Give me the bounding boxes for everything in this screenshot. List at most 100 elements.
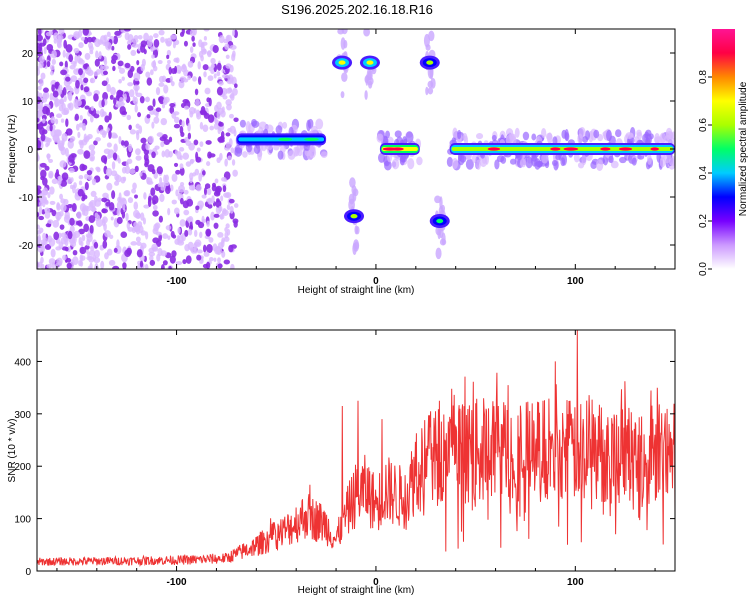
heatmap-halo-blob (251, 120, 260, 128)
heatmap-halo-blob (245, 120, 251, 133)
heatmap-halo-blob (277, 150, 284, 160)
heatmap-noise-blob (58, 145, 65, 152)
heatmap-noise-blob (38, 43, 43, 52)
heatmap-noise-blob (205, 161, 211, 167)
heatmap-noise-blob (213, 222, 219, 229)
heatmap-noise-blob (231, 29, 236, 37)
heatmap-noise-blob (75, 79, 80, 89)
heatmap-noise-blob (80, 36, 85, 41)
heatmap-noise-blob (78, 57, 84, 64)
heatmap-noise-blob (178, 80, 185, 89)
heatmap-noise-blob (216, 101, 222, 110)
heatmap-noise-blob (57, 260, 63, 267)
heatmap-noise-blob (134, 165, 139, 173)
heatmap-noise-blob (211, 195, 215, 204)
heatmap-noise-blob (48, 173, 53, 179)
heatmap-noise-blob (102, 65, 109, 70)
heatmap-noise-blob (206, 229, 211, 237)
heatmap-noise-blob (214, 178, 219, 184)
heatmap-noise-blob (230, 147, 234, 154)
heatmap-noise-blob (125, 212, 129, 222)
heatmap-halo-blob (608, 155, 614, 164)
heatmap-halo-blob (494, 159, 500, 170)
heatmap-noise-blob (69, 225, 75, 234)
heatmap-noise-blob (175, 189, 179, 197)
heatmap-noise-blob (196, 249, 203, 254)
heatmap-noise-blob (49, 200, 56, 206)
heatmap-noise-blob (120, 140, 125, 146)
heatmap-noise-blob (158, 75, 165, 83)
heatmap-noise-blob (149, 255, 154, 262)
heatmap-noise-blob (220, 131, 225, 139)
heatmap-noise-blob (149, 46, 157, 51)
heatmap-noise-blob (183, 189, 189, 195)
heatmap-noise-blob (58, 232, 62, 239)
heatmap-noise-blob (182, 152, 190, 160)
heatmap-noise-blob (118, 67, 126, 74)
heatmap-noise-blob (54, 98, 59, 108)
heatmap-noise-blob (86, 239, 91, 247)
heatmap-noise-blob (233, 220, 238, 228)
heatmap-noise-blob (38, 201, 44, 207)
heatmap-noise-blob (94, 212, 99, 219)
heatmap-noise-blob (169, 106, 175, 115)
heatmap-halo-blob (505, 134, 513, 146)
heatmap-noise-blob (105, 201, 111, 207)
heatmap-noise-blob (189, 172, 194, 181)
heatmap-noise-blob (146, 114, 151, 119)
heatmap-noise-blob (127, 69, 134, 79)
heatmap-band-peak (550, 147, 561, 151)
heatmap-noise-blob (207, 75, 214, 82)
heatmap-halo-blob (457, 129, 462, 140)
heatmap-noise-blob (205, 140, 212, 145)
heatmap-noise-blob (166, 54, 170, 60)
heatmap-halo-blob (648, 133, 654, 140)
heatmap-noise-blob (199, 121, 204, 130)
heatmap-noise-blob (47, 219, 54, 224)
heatmap-noise-blob (89, 115, 94, 123)
heatmap-noise-blob (56, 113, 63, 119)
heatmap-spot-halo (352, 192, 357, 202)
heatmap-noise-blob (185, 161, 192, 167)
heatmap-noise-blob (84, 181, 89, 191)
heatmap-noise-blob (114, 180, 120, 186)
heatmap-noise-blob (56, 39, 62, 48)
heatmap-noise-blob (39, 162, 47, 168)
heatmap-noise-blob (97, 197, 102, 202)
heatmap-noise-blob (67, 230, 73, 240)
heatmap-halo-blob (394, 130, 402, 138)
heatmap-noise-blob (215, 187, 221, 196)
heatmap-noise-blob (37, 65, 40, 72)
heatmap-noise-blob (163, 84, 169, 94)
heatmap-noise-blob (187, 132, 192, 140)
heatmap-noise-blob (100, 260, 105, 269)
heatmap-y-tick-label: 20 (22, 49, 34, 60)
heatmap-noise-blob (199, 231, 203, 239)
heatmap-noise-blob (130, 241, 138, 246)
heatmap-noise-blob (134, 194, 138, 199)
heatmap-noise-blob (129, 168, 136, 175)
heatmap-noise-blob (88, 42, 94, 49)
heatmap-noise-blob (94, 58, 100, 67)
heatmap-spot-halo (352, 242, 357, 255)
heatmap-noise-blob (89, 78, 94, 84)
heatmap-noise-blob (183, 105, 190, 110)
heatmap-noise-blob (144, 157, 150, 166)
heatmap-noise-blob (227, 75, 232, 81)
heatmap-noise-blob (56, 202, 60, 210)
heatmap-halo-blob (407, 158, 415, 170)
heatmap-noise-blob (147, 105, 154, 112)
heatmap-noise-blob (49, 186, 55, 195)
heatmap-noise-blob (175, 64, 182, 74)
heatmap-noise-blob (37, 111, 42, 117)
heatmap-noise-blob (56, 137, 61, 145)
heatmap-noise-blob (62, 49, 66, 58)
heatmap-halo-blob (491, 134, 497, 142)
heatmap-noise-blob (60, 236, 68, 245)
heatmap-noise-blob (53, 231, 60, 241)
heatmap-noise-blob (131, 188, 137, 194)
heatmap-noise-blob (118, 192, 122, 202)
heatmap-noise-blob (81, 234, 86, 242)
heatmap-noise-blob (70, 60, 77, 65)
heatmap-noise-blob (59, 97, 64, 107)
